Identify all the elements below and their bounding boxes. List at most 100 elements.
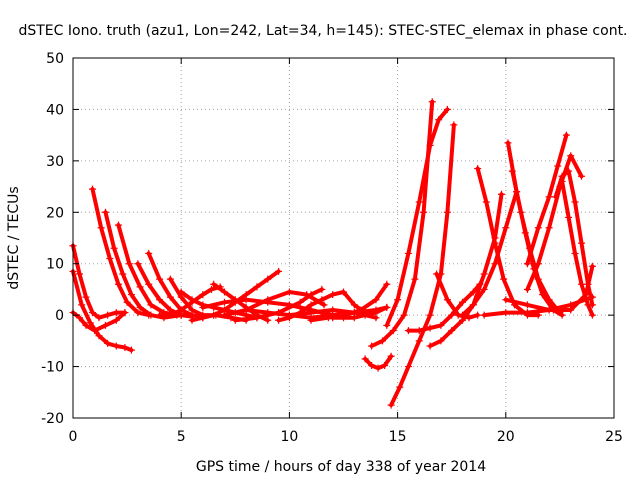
data-point xyxy=(242,306,250,314)
data-point xyxy=(578,239,586,247)
data-point xyxy=(578,280,586,288)
data-point xyxy=(127,291,135,299)
x-tick-label: 10 xyxy=(280,429,298,445)
data-point xyxy=(497,190,505,198)
series-trace xyxy=(460,189,519,318)
series-trace xyxy=(233,287,324,323)
series-trace xyxy=(525,133,569,266)
data-point xyxy=(264,296,272,304)
data-point xyxy=(523,260,531,268)
data-point xyxy=(404,363,412,371)
data-point xyxy=(383,321,391,329)
data-point xyxy=(517,208,525,216)
data-point xyxy=(121,309,129,317)
data-point xyxy=(523,301,531,309)
data-point xyxy=(567,152,575,160)
data-point xyxy=(404,327,412,335)
data-series xyxy=(368,98,436,350)
data-point xyxy=(275,316,283,324)
data-point xyxy=(534,275,542,283)
y-tick-label: 10 xyxy=(46,257,64,273)
grid xyxy=(73,58,614,418)
data-point xyxy=(443,296,451,304)
data-point xyxy=(350,301,358,309)
data-point xyxy=(565,213,573,221)
data-point xyxy=(578,172,586,180)
data-point xyxy=(428,98,436,106)
data-point xyxy=(112,316,120,324)
series-trace xyxy=(503,264,595,312)
data-point xyxy=(372,296,380,304)
data-point xyxy=(450,121,458,129)
data-point xyxy=(554,162,562,170)
data-point xyxy=(177,288,185,296)
data-point xyxy=(437,337,445,345)
data-point xyxy=(101,208,109,216)
data-point xyxy=(396,383,404,391)
data-point xyxy=(588,311,596,319)
data-point xyxy=(588,262,596,270)
data-point xyxy=(207,285,215,293)
data-point xyxy=(166,293,174,301)
data-series xyxy=(69,242,129,322)
data-point xyxy=(426,141,434,149)
data-point xyxy=(147,311,155,319)
data-point xyxy=(383,280,391,288)
y-tick-label: 20 xyxy=(46,205,64,221)
data-point xyxy=(177,306,185,314)
data-point xyxy=(119,270,127,278)
data-point xyxy=(318,285,326,293)
y-tick-label: 30 xyxy=(46,154,64,170)
data-point xyxy=(480,270,488,278)
data-point xyxy=(387,401,395,409)
data-point xyxy=(318,296,326,304)
data-point xyxy=(264,316,272,324)
data-point xyxy=(383,303,391,311)
data-series xyxy=(231,285,326,324)
data-point xyxy=(134,260,142,268)
data-point xyxy=(500,275,508,283)
data-point xyxy=(112,342,120,350)
data-point xyxy=(145,280,153,288)
plot-frame xyxy=(72,57,615,419)
data-point xyxy=(474,311,482,319)
data-point xyxy=(389,327,397,335)
data-point xyxy=(125,260,133,268)
data-point xyxy=(220,298,228,306)
data-point xyxy=(253,283,261,291)
data-point xyxy=(350,314,358,322)
data-point xyxy=(415,198,423,206)
y-tick-label: -20 xyxy=(41,411,64,427)
data-point xyxy=(545,224,553,232)
data-point xyxy=(231,316,239,324)
data-point xyxy=(480,311,488,319)
data-point xyxy=(508,167,516,175)
data-point xyxy=(420,208,428,216)
data-point xyxy=(104,311,112,319)
data-point xyxy=(88,185,96,193)
data-point xyxy=(502,309,510,317)
data-series xyxy=(433,270,482,322)
data-point xyxy=(411,275,419,283)
data-point xyxy=(378,337,386,345)
y-tick-label: 40 xyxy=(46,102,64,118)
data-point xyxy=(361,311,369,319)
data-point xyxy=(188,298,196,306)
data-point xyxy=(231,296,239,304)
series-layer xyxy=(69,98,596,409)
data-point xyxy=(415,327,423,335)
ticks: 0 5 10 15 20 25 -20 -10 0 10 20 30 40 50 xyxy=(41,51,623,445)
data-point xyxy=(86,319,94,327)
data-point xyxy=(340,314,347,322)
data-point xyxy=(136,303,144,311)
data-point xyxy=(88,309,96,317)
y-tick-label: 0 xyxy=(55,308,64,324)
data-point xyxy=(491,260,499,268)
x-tick-label: 0 xyxy=(69,429,78,445)
series-trace xyxy=(384,107,450,328)
data-point xyxy=(210,311,218,319)
series-trace xyxy=(506,140,565,318)
data-point xyxy=(307,291,315,299)
data-series xyxy=(502,262,596,314)
data-point xyxy=(381,362,389,370)
